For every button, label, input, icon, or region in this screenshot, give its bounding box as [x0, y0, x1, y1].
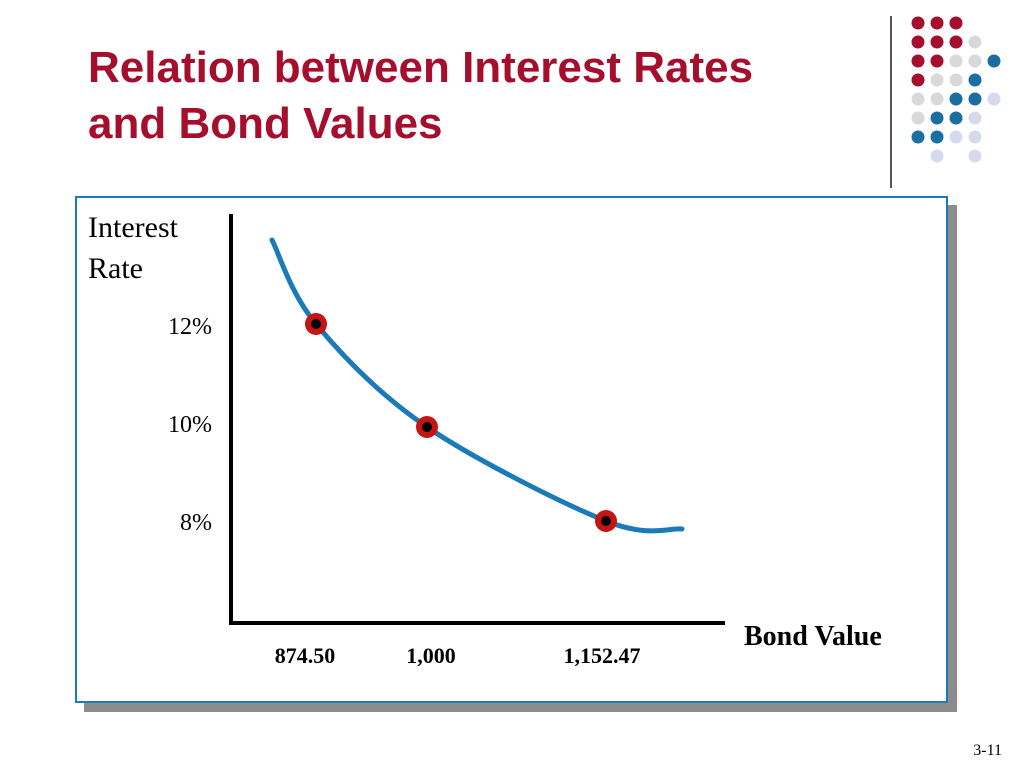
decor-dot-1-2	[930, 35, 944, 49]
title-line-1: Relation between Interest Rates	[88, 43, 754, 92]
y-tick-label-12: 12%	[168, 314, 212, 340]
decorative-dot-grid	[911, 16, 1001, 163]
decor-dot-2-3	[949, 54, 963, 68]
decor-dot-0-2	[930, 16, 944, 30]
decor-dot-2-5	[987, 54, 1001, 68]
data-markers	[305, 313, 617, 532]
decor-dot-5-3	[949, 111, 963, 125]
decor-dot-3-2	[930, 73, 944, 87]
decor-dot-6-2	[930, 130, 944, 144]
y-tick-label-8: 8%	[180, 510, 212, 536]
decor-dot-5-2	[930, 111, 944, 125]
y-tick-label-10: 10%	[168, 412, 212, 438]
decor-dot-2-1	[911, 54, 925, 68]
decor-dot-3-3	[949, 73, 963, 87]
title-divider	[890, 16, 892, 188]
x-axis-label: Bond Value	[744, 621, 882, 652]
decor-dot-0-1	[911, 16, 925, 30]
x-tick-label-1152: 1,152.47	[564, 643, 641, 668]
decor-dot-6-1	[911, 130, 925, 144]
decor-dot-3-1	[911, 73, 925, 87]
decor-dot-5-1	[911, 111, 925, 125]
decor-dot-3-4	[968, 73, 982, 87]
data-point-center-0	[311, 319, 321, 329]
decor-dot-6-3	[949, 130, 963, 144]
decor-dot-2-2	[930, 54, 944, 68]
decor-dot-1-3	[949, 35, 963, 49]
y-axis-label-line-2: Rate	[88, 252, 143, 285]
decor-dot-6-4	[968, 130, 982, 144]
decor-dot-1-1	[911, 35, 925, 49]
slide-title: Relation between Interest Rates and Bond…	[88, 40, 868, 152]
decor-dot-4-4	[968, 92, 982, 106]
price-yield-curve	[269, 237, 685, 534]
decor-dot-7-4	[968, 149, 982, 163]
decor-dot-1-4	[968, 35, 982, 49]
decor-dot-4-2	[930, 92, 944, 106]
x-tick-label-1000: 1,000	[406, 643, 456, 668]
title-line-2: and Bond Values	[88, 99, 443, 148]
decor-dot-4-3	[949, 92, 963, 106]
x-tick-label-874: 874.50	[275, 643, 336, 668]
page-number: 3-11	[973, 742, 1002, 759]
y-axis-label-line-1: Interest	[88, 211, 179, 244]
decor-dot-7-2	[930, 149, 944, 163]
decor-dot-4-1	[911, 92, 925, 106]
decor-dot-2-4	[968, 54, 982, 68]
decor-dot-0-3	[949, 16, 963, 30]
decor-dot-5-4	[968, 111, 982, 125]
data-point-center-1	[422, 422, 432, 432]
data-point-center-2	[601, 516, 611, 526]
chart-frame	[75, 196, 948, 703]
decor-dot-4-5	[987, 92, 1001, 106]
